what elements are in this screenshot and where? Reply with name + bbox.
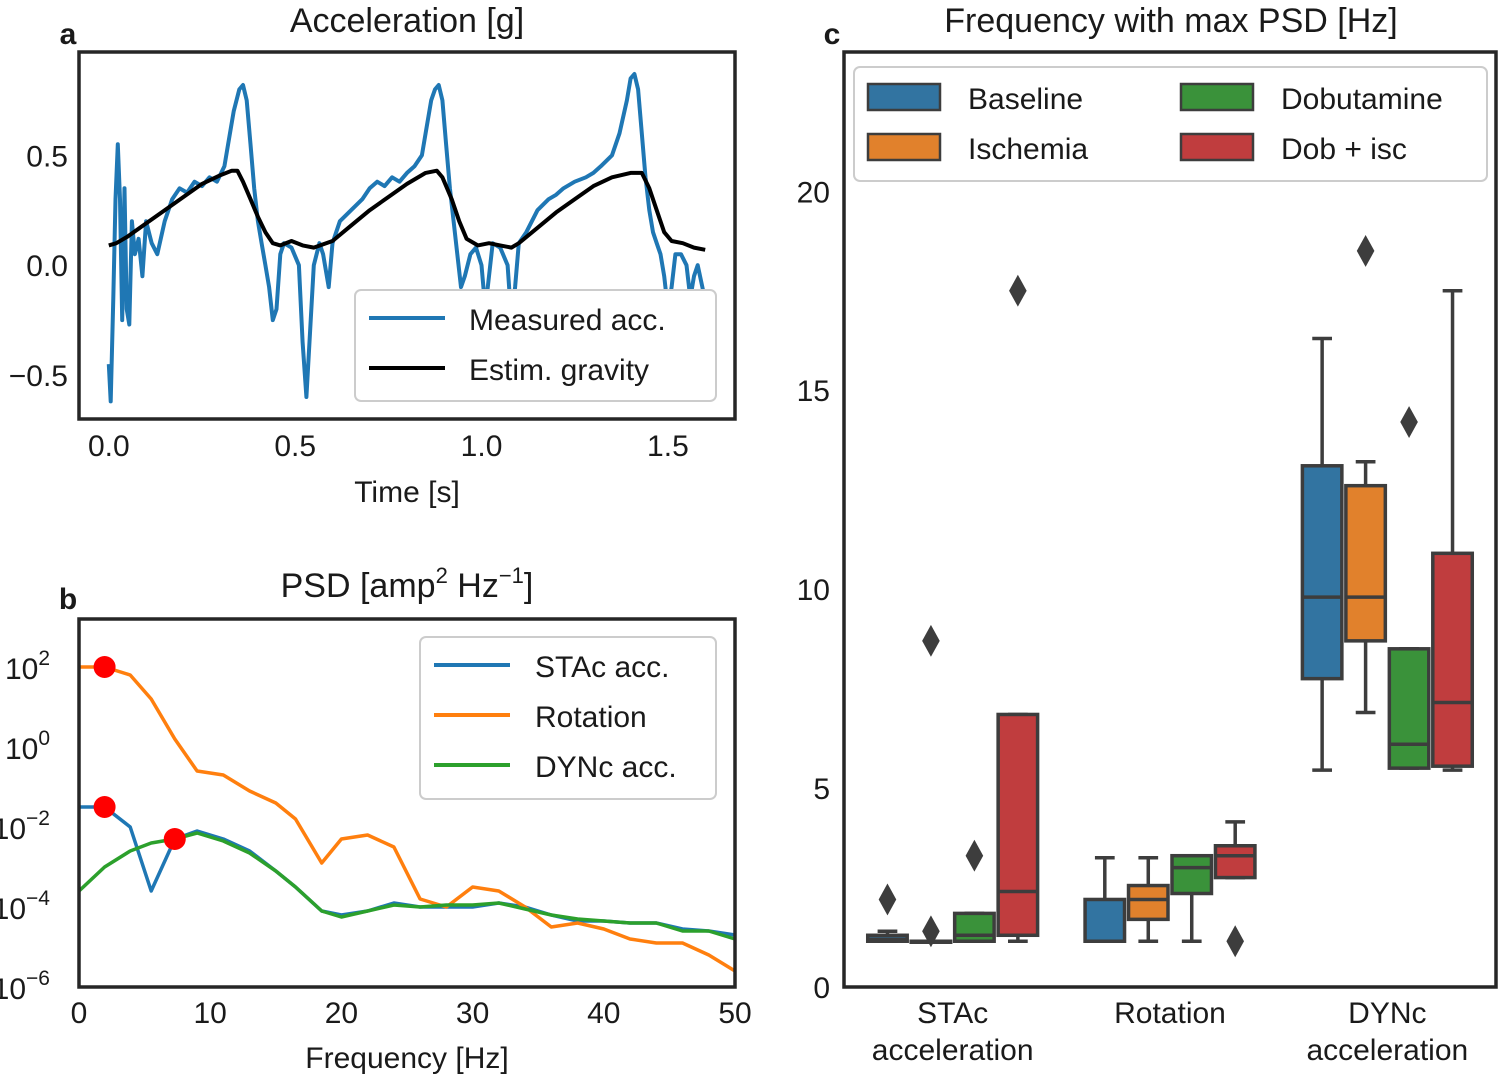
panel-c-title: Frequency with max PSD [Hz] [944,2,1397,40]
panel-a-ytick-label: 0.5 [26,140,68,173]
panel-c-category-labels: STAc acceleration Rotation DYNc acceleration [872,997,1468,1067]
box-rotation-dob-isc-outlier [1226,925,1244,958]
panel-b-ytick-label: 10−4 [0,887,50,926]
panel-a-legend-box [354,289,717,402]
box-stac-acceleration-dobutamine-outlier [965,839,984,872]
legend-swatch-ischemia [866,132,942,162]
panel-c-ytick-label: 15 [797,375,830,408]
panel-b-legend-box [419,636,717,800]
panel-b: b PSD [amp2 Hz−1] 0 10 20 30 40 50 10−6 10−4 10−… [0,563,752,1075]
panel-label-a: a [60,18,77,51]
panel-b-legend: STAc acc. Rotation DYNc acc. [419,636,717,800]
legend-label-dob-isc: Dob + isc [1281,133,1407,166]
legend-label-ischemia: Ischemia [968,133,1088,166]
panel-b-xtick-label: 20 [325,997,358,1030]
panel-a-xlabel: Time [s] [354,476,460,509]
box-rotation-dob-isc [1213,844,1257,880]
panel-a-xtick-label: 0.5 [274,430,316,463]
panel-label-c: c [824,18,841,51]
legend-label-rotation: Rotation [535,701,647,734]
panel-b-ytick-label: 10−2 [0,807,50,846]
panel-c: c Frequency with max PSD [Hz] 0 5 10 15 20 B… [797,2,1498,1067]
box-stac-acceleration-ischemia-outlier [922,624,940,657]
peak-marker-rotation [93,656,116,678]
legend-swatch-dobutamine [1179,82,1255,112]
panel-c-legend-box [853,66,1488,182]
panel-b-xtick-label: 0 [71,997,88,1030]
category-label-stac-acceleration: STAc acceleration [872,997,1034,1067]
panel-b-plot-area [77,656,736,973]
panel-a-legend: Measured acc. Estim. gravity [354,289,717,402]
box-rotation-dobutamine [1170,853,1214,896]
panel-b-xtick-label: 40 [587,997,620,1030]
panel-b-xlabel: Frequency [Hz] [305,1042,508,1075]
panel-a-xtick-label: 0.0 [88,430,130,463]
box-stac-acceleration-ischemia-outlier [922,915,940,948]
peak-marker-dync-acc [163,828,186,850]
box-dync-acceleration-baseline [1300,464,1344,681]
legend-label-baseline: Baseline [968,83,1083,116]
box-stac-acceleration-dob-isc [996,712,1040,938]
panel-c-ticks: 0 5 10 15 20 [797,176,830,1005]
panel-b-title-sup: −1 [499,563,524,588]
legend-label-measured-acc: Measured acc. [469,304,666,337]
panel-b-title-part: Hz [448,567,499,605]
box-stac-acceleration-dobutamine [952,911,996,943]
peak-marker-stac-acc [93,796,116,818]
box-rotation-ischemia [1126,883,1170,922]
series-line-measured-acc [106,72,706,404]
panel-b-title-part: ] [524,567,533,605]
panel-c-ytick-label: 5 [813,773,830,806]
panel-a-title: Acceleration [g] [290,2,524,40]
legend-swatch-baseline [866,82,942,112]
legend-label-estim-gravity: Estim. gravity [469,354,649,387]
box-dync-acceleration-ischemia-outlier [1356,234,1375,267]
panel-b-frame [77,617,737,989]
panel-a-xtick-label: 1.0 [461,430,503,463]
box-stac-acceleration-dob-isc-outlier [1009,274,1027,307]
panel-label-b: b [59,583,77,616]
panel-a-frame [77,50,737,421]
legend-swatch-dob-isc [1179,132,1255,162]
box-dync-acceleration-dob-isc [1431,551,1475,768]
legend-label-dobutamine: Dobutamine [1281,83,1443,116]
panel-b-xtick-label: 50 [718,997,751,1030]
panel-b-ytick-label: 10−6 [0,967,50,1006]
panel-b-ticks: 0 10 20 30 40 50 10−6 10−4 10−2 100 102 [0,647,752,1030]
panel-b-title: PSD [amp2 Hz−1] [281,563,534,605]
panel-b-xtick-label: 30 [456,997,489,1030]
category-label-rotation: Rotation [1114,997,1226,1030]
panel-b-title-sup: 2 [436,563,448,588]
panel-a-ytick-label: −0.5 [9,360,68,393]
panel-a-xtick-label: 1.5 [647,430,689,463]
panel-c-ytick-label: 20 [797,176,830,209]
series-line-rotation [79,665,736,973]
panel-a-ytick-label: 0.0 [26,250,68,283]
box-dync-acceleration-dobutamine-outlier [1400,406,1418,438]
box-stac-acceleration-baseline-outlier [878,883,897,916]
panel-c-ytick-label: 10 [797,574,830,607]
panel-a: a Acceleration [g] 0.0 0.5 1.0 1.5−0.50.00.… [9,2,737,509]
panel-b-xtick-label: 10 [194,997,227,1030]
legend-label-stac-acc: STAc acc. [535,651,669,684]
panel-c-legend: Baseline Ischemia Dobutamine Dob + isc [853,66,1488,182]
box-dync-acceleration-ischemia [1344,483,1388,643]
box-dync-acceleration-dobutamine [1387,647,1431,770]
panel-b-ytick-label: 100 [5,727,50,766]
legend-label-dync-acc: DYNc acc. [535,751,677,784]
panel-a-ticks: 0.0 0.5 1.0 1.5 −0.5 0.0 0.5 [9,140,689,463]
panel-b-title-part: PSD [amp [281,567,436,605]
panel-b-ytick-label: 102 [5,647,50,686]
category-label-dync-acceleration: DYNc acceleration [1306,997,1468,1067]
box-rotation-baseline [1083,897,1127,943]
panel-a-plot-area [106,72,706,404]
series-line-estim-gravity [108,168,706,252]
panel-c-ytick-label: 0 [813,972,830,1005]
panel-c-plot-area [865,234,1475,958]
panel-c-frame [842,50,1498,989]
